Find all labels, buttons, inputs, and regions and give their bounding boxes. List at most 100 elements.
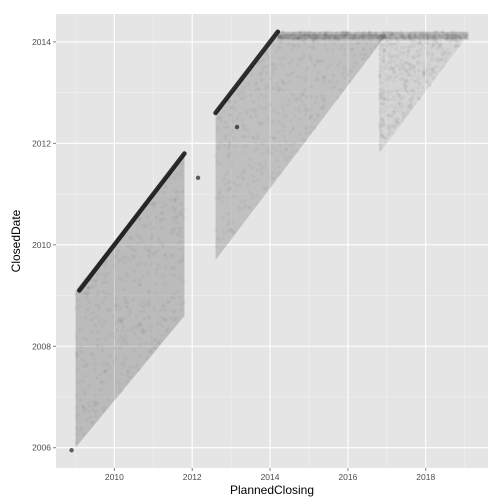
data-point [81, 380, 85, 384]
data-point [239, 200, 243, 204]
data-point [321, 95, 325, 99]
cloud-3 [379, 34, 469, 154]
data-point [399, 30, 403, 34]
data-point [146, 215, 150, 219]
data-point [417, 49, 421, 53]
data-point [319, 106, 323, 110]
data-point [248, 206, 252, 210]
data-point [336, 37, 340, 41]
data-point [153, 291, 157, 295]
data-point [363, 32, 367, 36]
data-point [313, 33, 317, 37]
data-point [161, 206, 165, 210]
data-point [176, 191, 180, 195]
data-point [180, 227, 184, 231]
data-point [138, 218, 142, 222]
data-point [422, 62, 426, 66]
data-point [160, 325, 164, 329]
data-point [304, 113, 308, 117]
data-point [369, 37, 373, 41]
data-point [149, 196, 153, 200]
data-point [378, 47, 382, 51]
data-point [340, 30, 344, 34]
data-point [301, 30, 305, 34]
data-point [387, 127, 391, 131]
data-point [382, 59, 386, 63]
data-point [378, 124, 382, 128]
data-point [124, 298, 128, 302]
data-point [385, 84, 389, 88]
data-point [83, 390, 87, 394]
data-point [169, 231, 173, 235]
data-point [242, 206, 246, 210]
data-point [437, 33, 441, 37]
data-point [446, 34, 450, 38]
data-point [114, 308, 118, 312]
data-point [324, 34, 328, 38]
data-point [418, 69, 422, 73]
data-point [216, 236, 220, 240]
x-tick-label: 2018 [416, 472, 435, 482]
data-point [271, 145, 275, 149]
data-point [91, 285, 95, 289]
data-point [231, 228, 235, 232]
data-point [128, 259, 132, 263]
data-point [164, 308, 168, 312]
data-point [133, 219, 137, 223]
data-point [309, 125, 313, 129]
data-point [125, 304, 129, 308]
data-point [407, 49, 411, 53]
data-point [317, 72, 321, 76]
data-point [345, 68, 349, 72]
data-point [151, 324, 155, 328]
data-point [400, 35, 404, 39]
data-point [271, 72, 275, 76]
data-point [300, 76, 304, 80]
data-point [279, 150, 283, 154]
data-point [337, 89, 341, 93]
data-point [234, 124, 240, 130]
data-point [224, 121, 228, 125]
density-regions [75, 29, 469, 448]
data-point [408, 72, 412, 76]
data-point [124, 335, 128, 339]
data-point [283, 135, 287, 139]
data-point [155, 216, 159, 220]
data-point [384, 44, 388, 48]
data-point [394, 43, 398, 47]
data-point [269, 77, 273, 81]
data-point [116, 249, 120, 253]
data-point [77, 380, 81, 384]
data-point [293, 114, 297, 118]
data-point [120, 320, 124, 324]
data-point [233, 100, 237, 104]
data-point [296, 150, 300, 154]
data-point [274, 149, 278, 153]
data-point [251, 193, 255, 197]
data-point [216, 128, 220, 132]
data-point [99, 388, 103, 392]
data-point [126, 380, 130, 384]
data-point [336, 64, 340, 68]
data-point [298, 110, 302, 114]
data-point [309, 95, 313, 99]
y-axis-ticks: 2006 2008 2010 2012 2014 [32, 37, 56, 453]
data-point [398, 68, 402, 72]
data-point [236, 93, 240, 97]
data-point [267, 55, 271, 59]
data-point [179, 276, 183, 280]
data-point [129, 366, 133, 370]
data-point [379, 147, 383, 151]
data-point [145, 342, 149, 346]
data-point [333, 85, 337, 89]
data-point [308, 131, 312, 135]
data-point [316, 114, 320, 118]
data-point [121, 329, 125, 333]
data-point [126, 275, 130, 279]
data-point [121, 278, 125, 282]
data-point [214, 244, 218, 248]
data-point [383, 110, 387, 114]
data-point [306, 126, 310, 130]
data-point [93, 316, 97, 320]
data-point [398, 101, 402, 105]
